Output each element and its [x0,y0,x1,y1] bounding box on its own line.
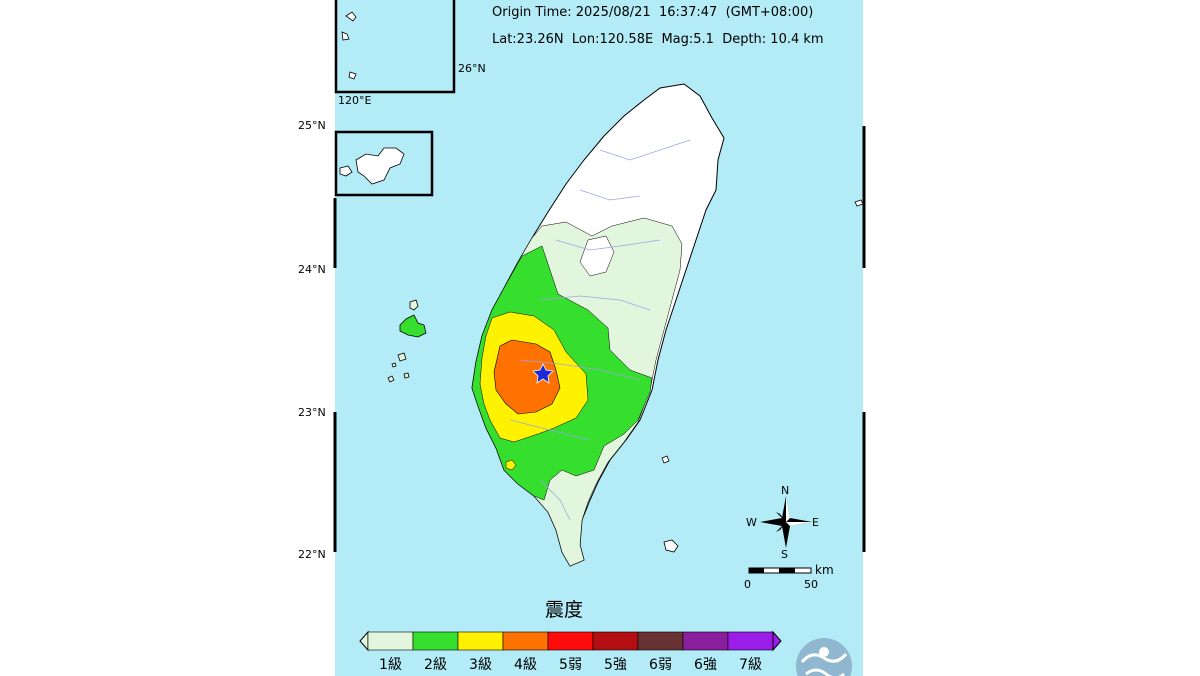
inset-lat-label: 26°N [458,62,486,75]
legend-swatch-3 [457,631,504,651]
lake-white-area [579,235,615,277]
green-island-orchid-island [661,199,864,553]
legend-swatch-7 [637,631,684,651]
legend-label-6: 5強 [604,657,627,673]
legend-swatch-8 [682,631,729,651]
legend-label-2: 2級 [424,657,447,673]
origin-time: Origin Time: 2025/08/21 16:37:47 (GMT+08… [492,5,813,20]
scale-max: 50 [804,578,818,591]
compass-rose-icon: N S E W [746,484,819,561]
map-frame-ticks [333,126,866,552]
lat-label-24: 24°N [298,263,326,276]
compass-w: W [746,516,757,529]
legend-swatch-4 [502,631,549,651]
intensity-zone-level4 [493,339,561,415]
legend-label-7: 6弱 [649,657,672,673]
penghu-islands [387,299,427,383]
legend-swatch-5 [547,631,594,651]
location-info: Lat:23.26N Lon:120.58E Mag:5.1 Depth: 10… [492,32,824,47]
legend-label-9: 7級 [739,657,762,673]
legend-label-1: 1級 [379,657,402,673]
river-lines [509,139,691,521]
legend-swatch-1 [367,631,414,651]
legend-arrow-high [772,630,782,652]
legend-swatch-9 [727,631,774,651]
lat-label-25: 25°N [298,119,326,132]
legend-swatch-2 [412,631,459,651]
legend-label-8: 6強 [694,657,717,673]
inset-lon-label: 120°E [338,94,371,107]
epicenter-star-icon [532,363,554,384]
lat-label-22: 22°N [298,548,326,561]
legend-title: 震度 [545,599,583,621]
compass-s: S [781,548,788,561]
inset-map-kinmen [334,130,434,197]
legend-label-5: 5弱 [559,657,582,673]
intensity-legend: 1級 2級 3級 4級 5弱 5強 6弱 6強 7級 [359,630,782,673]
scale-bar: km 0 50 [744,563,834,591]
scale-zero: 0 [744,578,751,591]
legend-label-4: 4級 [514,657,537,673]
cwa-logo-icon [796,638,852,676]
scale-unit: km [815,563,834,577]
inset-map-north: 26°N 120°E [334,0,486,107]
intensity-patch-level3-south [505,459,517,471]
legend-swatch-6 [592,631,639,651]
compass-e: E [812,516,819,529]
lat-label-23: 23°N [298,406,326,419]
compass-n: N [781,484,789,497]
legend-label-3: 3級 [469,657,492,673]
